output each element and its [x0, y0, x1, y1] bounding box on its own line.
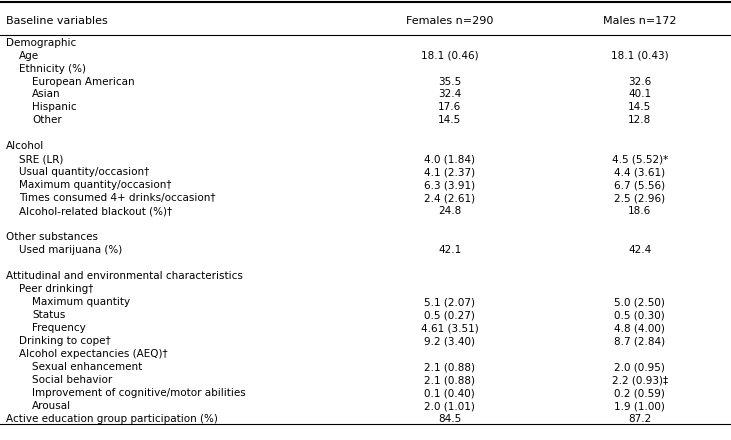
Text: 6.7 (5.56): 6.7 (5.56) [614, 180, 665, 191]
Text: 32.6: 32.6 [628, 77, 651, 87]
Text: 4.1 (2.37): 4.1 (2.37) [424, 167, 475, 177]
Text: 2.5 (2.96): 2.5 (2.96) [614, 193, 665, 203]
Text: 0.5 (0.27): 0.5 (0.27) [424, 310, 475, 320]
Text: 24.8: 24.8 [438, 206, 461, 216]
Text: Drinking to cope†: Drinking to cope† [19, 336, 110, 346]
Text: Alcohol: Alcohol [6, 141, 44, 151]
Text: Males n=172: Males n=172 [603, 15, 676, 26]
Text: 18.6: 18.6 [628, 206, 651, 216]
Text: Maximum quantity: Maximum quantity [32, 297, 130, 307]
Text: SRE (LR): SRE (LR) [19, 154, 64, 165]
Text: Maximum quantity/occasion†: Maximum quantity/occasion† [19, 180, 172, 191]
Text: Active education group participation (%): Active education group participation (%) [6, 414, 218, 424]
Text: 32.4: 32.4 [438, 89, 461, 99]
Text: Frequency: Frequency [32, 323, 86, 333]
Text: 12.8: 12.8 [628, 115, 651, 125]
Text: Age: Age [19, 51, 39, 61]
Text: Demographic: Demographic [6, 37, 76, 48]
Text: Times consumed 4+ drinks/occasion†: Times consumed 4+ drinks/occasion† [19, 193, 216, 203]
Text: 4.0 (1.84): 4.0 (1.84) [424, 154, 475, 165]
Text: Females n=290: Females n=290 [406, 15, 493, 26]
Text: Sexual enhancement: Sexual enhancement [32, 362, 143, 372]
Text: Hispanic: Hispanic [32, 103, 77, 113]
Text: Ethnicity (%): Ethnicity (%) [19, 63, 86, 73]
Text: European American: European American [32, 77, 135, 87]
Text: Status: Status [32, 310, 66, 320]
Text: Baseline variables: Baseline variables [6, 15, 107, 26]
Text: 42.4: 42.4 [628, 245, 651, 255]
Text: Alcohol-related blackout (%)†: Alcohol-related blackout (%)† [19, 206, 172, 216]
Text: Usual quantity/occasion†: Usual quantity/occasion† [19, 167, 149, 177]
Text: 2.1 (0.88): 2.1 (0.88) [424, 362, 475, 372]
Text: Other substances: Other substances [6, 232, 98, 242]
Text: 2.4 (2.61): 2.4 (2.61) [424, 193, 475, 203]
Text: 14.5: 14.5 [628, 103, 651, 113]
Text: 8.7 (2.84): 8.7 (2.84) [614, 336, 665, 346]
Text: 14.5: 14.5 [438, 115, 461, 125]
Text: 18.1 (0.43): 18.1 (0.43) [611, 51, 668, 61]
Text: Social behavior: Social behavior [32, 375, 113, 385]
Text: 5.0 (2.50): 5.0 (2.50) [614, 297, 665, 307]
Text: 4.4 (3.61): 4.4 (3.61) [614, 167, 665, 177]
Text: 2.2 (0.93)‡: 2.2 (0.93)‡ [612, 375, 667, 385]
Text: 0.2 (0.59): 0.2 (0.59) [614, 388, 665, 398]
Text: Asian: Asian [32, 89, 61, 99]
Text: Attitudinal and environmental characteristics: Attitudinal and environmental characteri… [6, 271, 243, 281]
Text: 4.61 (3.51): 4.61 (3.51) [420, 323, 479, 333]
Text: Improvement of cognitive/motor abilities: Improvement of cognitive/motor abilities [32, 388, 246, 398]
Text: Arousal: Arousal [32, 401, 72, 411]
Text: Other: Other [32, 115, 62, 125]
Text: 84.5: 84.5 [438, 414, 461, 424]
Text: 4.5 (5.52)*: 4.5 (5.52)* [612, 154, 667, 165]
Text: 1.9 (1.00): 1.9 (1.00) [614, 401, 665, 411]
Text: 2.1 (0.88): 2.1 (0.88) [424, 375, 475, 385]
Text: 35.5: 35.5 [438, 77, 461, 87]
Text: Peer drinking†: Peer drinking† [19, 284, 94, 294]
Text: 2.0 (1.01): 2.0 (1.01) [424, 401, 475, 411]
Text: 87.2: 87.2 [628, 414, 651, 424]
Text: 0.1 (0.40): 0.1 (0.40) [424, 388, 475, 398]
Text: 0.5 (0.30): 0.5 (0.30) [614, 310, 665, 320]
Text: Alcohol expectancies (AEQ)†: Alcohol expectancies (AEQ)† [19, 349, 167, 359]
Text: Used marijuana (%): Used marijuana (%) [19, 245, 122, 255]
Text: 2.0 (0.95): 2.0 (0.95) [614, 362, 665, 372]
Text: 6.3 (3.91): 6.3 (3.91) [424, 180, 475, 191]
Text: 18.1 (0.46): 18.1 (0.46) [421, 51, 478, 61]
Text: 9.2 (3.40): 9.2 (3.40) [424, 336, 475, 346]
Text: 40.1: 40.1 [628, 89, 651, 99]
Text: 42.1: 42.1 [438, 245, 461, 255]
Text: 4.8 (4.00): 4.8 (4.00) [614, 323, 665, 333]
Text: 5.1 (2.07): 5.1 (2.07) [424, 297, 475, 307]
Text: 17.6: 17.6 [438, 103, 461, 113]
